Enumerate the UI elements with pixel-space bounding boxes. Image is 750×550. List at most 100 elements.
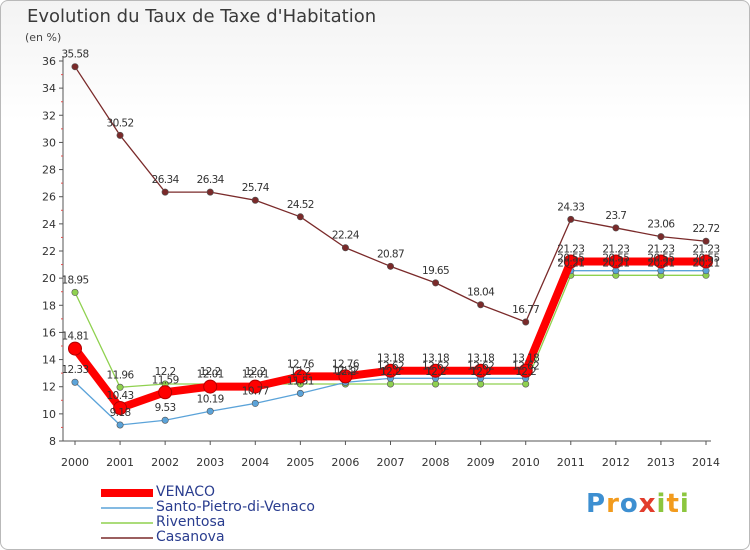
x-tick-label: 2000 xyxy=(61,456,89,469)
proxiti-logo: Proxiti xyxy=(586,489,690,519)
data-label: 22.24 xyxy=(332,230,360,242)
data-label: 12.76 xyxy=(332,358,360,370)
data-label: 21.23 xyxy=(602,243,629,255)
data-label: 12.33 xyxy=(61,364,88,376)
data-label: 22.72 xyxy=(692,223,719,235)
y-tick-label: 24 xyxy=(42,218,56,231)
x-tick-label: 2011 xyxy=(557,456,585,469)
data-point xyxy=(68,341,82,356)
data-point xyxy=(116,383,124,391)
data-label: 18.04 xyxy=(467,287,495,299)
data-label: 13.18 xyxy=(467,353,494,365)
y-tick-label: 16 xyxy=(42,326,56,339)
data-point xyxy=(702,237,710,245)
y-tick-label: 18 xyxy=(42,299,56,312)
data-label: 20.21 xyxy=(602,257,629,269)
logo-letter: i xyxy=(679,489,690,519)
data-label: 26.34 xyxy=(152,174,180,186)
data-point xyxy=(71,63,79,71)
data-point xyxy=(522,318,530,326)
data-point xyxy=(296,213,304,221)
data-point xyxy=(116,421,124,429)
data-point xyxy=(251,399,259,407)
data-label: 14.81 xyxy=(61,331,88,343)
y-tick-label: 8 xyxy=(49,435,56,448)
data-point xyxy=(386,262,394,270)
y-tick-label: 30 xyxy=(42,136,56,149)
series-line-casanova xyxy=(74,66,707,323)
data-point xyxy=(657,233,665,241)
data-label: 12.76 xyxy=(287,358,315,370)
data-point xyxy=(699,254,713,269)
data-point xyxy=(71,288,79,296)
data-point xyxy=(251,196,259,204)
y-tick-label: 36 xyxy=(42,55,56,68)
data-point xyxy=(293,369,308,384)
legend-label: Riventosa xyxy=(156,514,226,530)
logo-letter: i xyxy=(656,489,667,519)
x-tick-label: 2007 xyxy=(377,456,405,469)
y-tick-label: 22 xyxy=(42,245,56,258)
x-tick-label: 2009 xyxy=(467,456,495,469)
data-label: 10.43 xyxy=(107,390,134,402)
data-label: 12.01 xyxy=(242,369,269,381)
y-tick-label: 14 xyxy=(42,354,56,367)
data-label: 23.7 xyxy=(605,210,626,222)
x-tick-label: 2008 xyxy=(422,456,450,469)
legend-label: Santo-Pietro-di-Venaco xyxy=(156,499,315,515)
y-tick-label: 26 xyxy=(42,191,56,204)
y-tick-label: 10 xyxy=(42,408,56,421)
data-point xyxy=(116,131,124,139)
data-label: 12.2 xyxy=(425,366,446,378)
data-point xyxy=(653,254,668,269)
data-point xyxy=(428,363,443,378)
data-label: 10.19 xyxy=(197,393,224,405)
data-label: 12.2 xyxy=(515,366,536,378)
data-label: 21.23 xyxy=(647,243,674,255)
data-point xyxy=(296,389,304,397)
data-point xyxy=(473,363,488,378)
data-label: 13.18 xyxy=(512,353,539,365)
data-label: 16.77 xyxy=(512,304,539,316)
data-label: 11.51 xyxy=(287,375,314,387)
data-point xyxy=(567,215,575,223)
data-label: 13.18 xyxy=(422,353,449,365)
logo-letter: P xyxy=(586,489,607,519)
data-point xyxy=(113,401,128,416)
data-label: 12.62 xyxy=(512,360,539,372)
data-label: 12.2 xyxy=(200,366,221,378)
data-label: 30.52 xyxy=(107,117,134,129)
x-tick-label: 2005 xyxy=(286,456,314,469)
data-label: 24.33 xyxy=(557,201,584,213)
data-point xyxy=(612,224,620,232)
data-label: 20.55 xyxy=(647,253,674,265)
data-label: 13.18 xyxy=(377,353,404,365)
data-label: 10.77 xyxy=(242,385,269,397)
chart-title: Evolution du Taux de Taxe d'Habitation xyxy=(27,6,377,27)
data-label: 20.21 xyxy=(557,257,584,269)
x-tick-label: 2002 xyxy=(151,456,179,469)
data-label: 23.06 xyxy=(647,219,675,231)
data-label: 20.55 xyxy=(692,253,719,265)
data-label: 20.55 xyxy=(602,253,629,265)
data-label: 19.65 xyxy=(422,265,449,277)
y-tick-label: 28 xyxy=(42,164,56,177)
data-label: 21.23 xyxy=(692,243,719,255)
y-tick-label: 32 xyxy=(42,109,56,122)
x-tick-label: 2001 xyxy=(106,456,134,469)
data-label: 9.53 xyxy=(155,402,176,414)
data-label: 12.2 xyxy=(380,366,401,378)
logo-letter: r xyxy=(606,489,620,519)
data-point xyxy=(608,254,623,269)
x-tick-label: 2006 xyxy=(331,456,359,469)
data-point xyxy=(203,379,218,394)
legend-label: Casanova xyxy=(156,529,225,545)
data-label: 12.2 xyxy=(245,366,266,378)
data-point xyxy=(338,369,353,384)
data-point xyxy=(383,363,398,378)
data-point xyxy=(477,301,485,309)
data-label: 35.58 xyxy=(61,49,88,61)
x-tick-label: 2012 xyxy=(602,456,630,469)
